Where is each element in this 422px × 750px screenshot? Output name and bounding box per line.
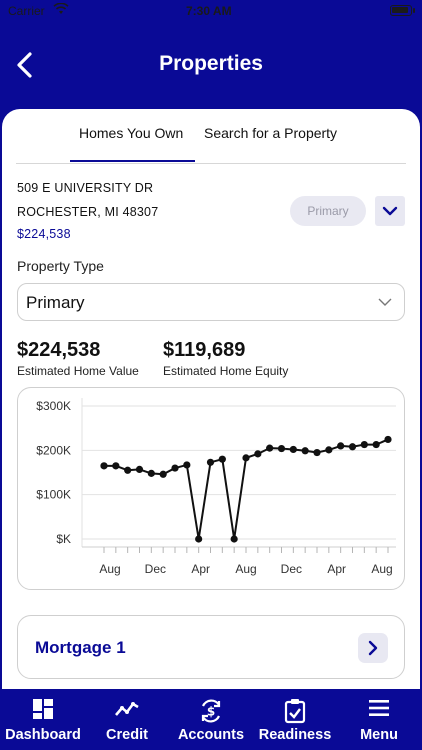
chevron-right-icon: [368, 640, 378, 656]
data-point: [159, 470, 167, 478]
data-point: [171, 464, 179, 472]
carrier-label: Carrier: [8, 4, 45, 18]
data-point: [348, 443, 357, 451]
property-type-value: Primary: [26, 293, 85, 312]
data-point: [337, 442, 345, 450]
data-point: [384, 435, 392, 444]
segment-tabs: Homes You Own Search for a Property: [2, 121, 420, 162]
mortgage-label: Mortgage 1: [35, 638, 126, 657]
tabbar-menu[interactable]: Menu: [336, 690, 422, 750]
data-point: [147, 469, 155, 477]
data-point: [313, 448, 321, 457]
x-tick-label: Dec: [281, 562, 302, 576]
property-type-label: Property Type: [17, 258, 104, 274]
home-equity-label: Estimated Home Equity: [163, 364, 289, 378]
accounts-dollar-icon: $: [198, 698, 224, 729]
x-tick-label: Aug: [99, 562, 120, 576]
battery-nub: [413, 8, 415, 13]
data-point: [135, 465, 144, 473]
x-tick-label: Apr: [191, 562, 210, 576]
tabbar-readiness[interactable]: Readiness: [254, 690, 336, 750]
tab-homes-you-own[interactable]: Homes You Own: [79, 125, 184, 141]
data-point: [266, 444, 274, 452]
data-point: [242, 454, 250, 462]
svg-text:$: $: [207, 705, 215, 719]
tab-selected-indicator: [70, 160, 195, 162]
tabbar-label: Dashboard: [5, 727, 81, 743]
y-tick-label: $300K: [36, 399, 71, 413]
battery-icon: [390, 5, 412, 16]
credit-trend-icon: [114, 698, 140, 725]
data-point: [100, 462, 108, 470]
tab-search-property[interactable]: Search for a Property: [204, 125, 338, 141]
home-value-amount: $224,538: [17, 339, 101, 361]
tabbar-dashboard[interactable]: Dashboard: [0, 690, 86, 750]
data-point: [206, 458, 215, 466]
bottom-tab-bar: Dashboard Credit $ Accounts Readiness Me…: [0, 690, 422, 750]
status-time: 7:30 AM: [186, 4, 232, 18]
property-value: $224,538: [17, 227, 71, 241]
wifi-icon: [53, 2, 69, 18]
dashboard-icon: [32, 698, 54, 725]
page-title: Properties: [159, 52, 263, 75]
data-point: [195, 535, 203, 543]
data-point: [218, 455, 226, 463]
status-bar: Carrier 7:30 AM: [0, 0, 422, 22]
mortgage-card[interactable]: Mortgage 1: [17, 615, 405, 679]
data-point: [325, 446, 333, 454]
y-tick-label: $K: [56, 532, 71, 546]
address-line-1: 509 E UNIVERSITY DR: [17, 181, 154, 195]
x-tick-label: Apr: [327, 562, 346, 576]
y-tick-label: $100K: [36, 488, 71, 502]
home-equity-amount: $119,689: [163, 339, 246, 361]
chevron-left-icon: [17, 52, 32, 78]
x-tick-label: Aug: [235, 562, 256, 576]
data-point: [372, 440, 380, 449]
home-value-label: Estimated Home Value: [17, 364, 139, 378]
divider: [16, 163, 406, 164]
property-type-select[interactable]: Primary: [17, 283, 405, 321]
expand-property-button[interactable]: [375, 196, 405, 226]
data-point: [289, 445, 297, 454]
data-point: [124, 466, 132, 474]
x-tick-label: Dec: [145, 562, 166, 576]
menu-icon: [368, 698, 390, 723]
chart-canvas: $300K $200K $100K $K Aug Dec Apr Aug Dec Apr Aug: [36, 398, 396, 576]
tabbar-label: Menu: [360, 727, 398, 743]
y-tick-label: $200K: [36, 443, 71, 457]
residence-badge: Primary: [290, 196, 366, 226]
header: Properties: [0, 40, 422, 90]
tabbar-label: Credit: [106, 727, 148, 743]
data-point: [277, 444, 286, 453]
data-point: [254, 450, 262, 458]
address-line-2: ROCHESTER, MI 48307: [17, 205, 159, 219]
back-button[interactable]: [12, 48, 40, 82]
tabbar-credit[interactable]: Credit: [86, 690, 168, 750]
mortgage-open-button[interactable]: [358, 633, 388, 663]
x-tick-label: Aug: [371, 562, 392, 576]
tabbar-accounts[interactable]: $ Accounts: [168, 690, 254, 750]
data-point: [360, 440, 368, 449]
data-point: [230, 535, 238, 543]
content-card: Homes You Own Search for a Property 509 …: [2, 109, 420, 689]
data-point: [112, 462, 120, 470]
chevron-down-icon: [382, 206, 398, 216]
tabbar-label: Accounts: [177, 727, 245, 743]
data-point: [183, 461, 191, 469]
chevron-down-icon: [378, 298, 392, 306]
readiness-clipboard-icon: [284, 698, 306, 729]
home-value-chart: $300K $200K $100K $K Aug Dec Apr Aug Dec Apr Aug: [17, 387, 405, 590]
tabbar-label: Readiness: [258, 727, 332, 743]
data-point: [301, 447, 309, 455]
